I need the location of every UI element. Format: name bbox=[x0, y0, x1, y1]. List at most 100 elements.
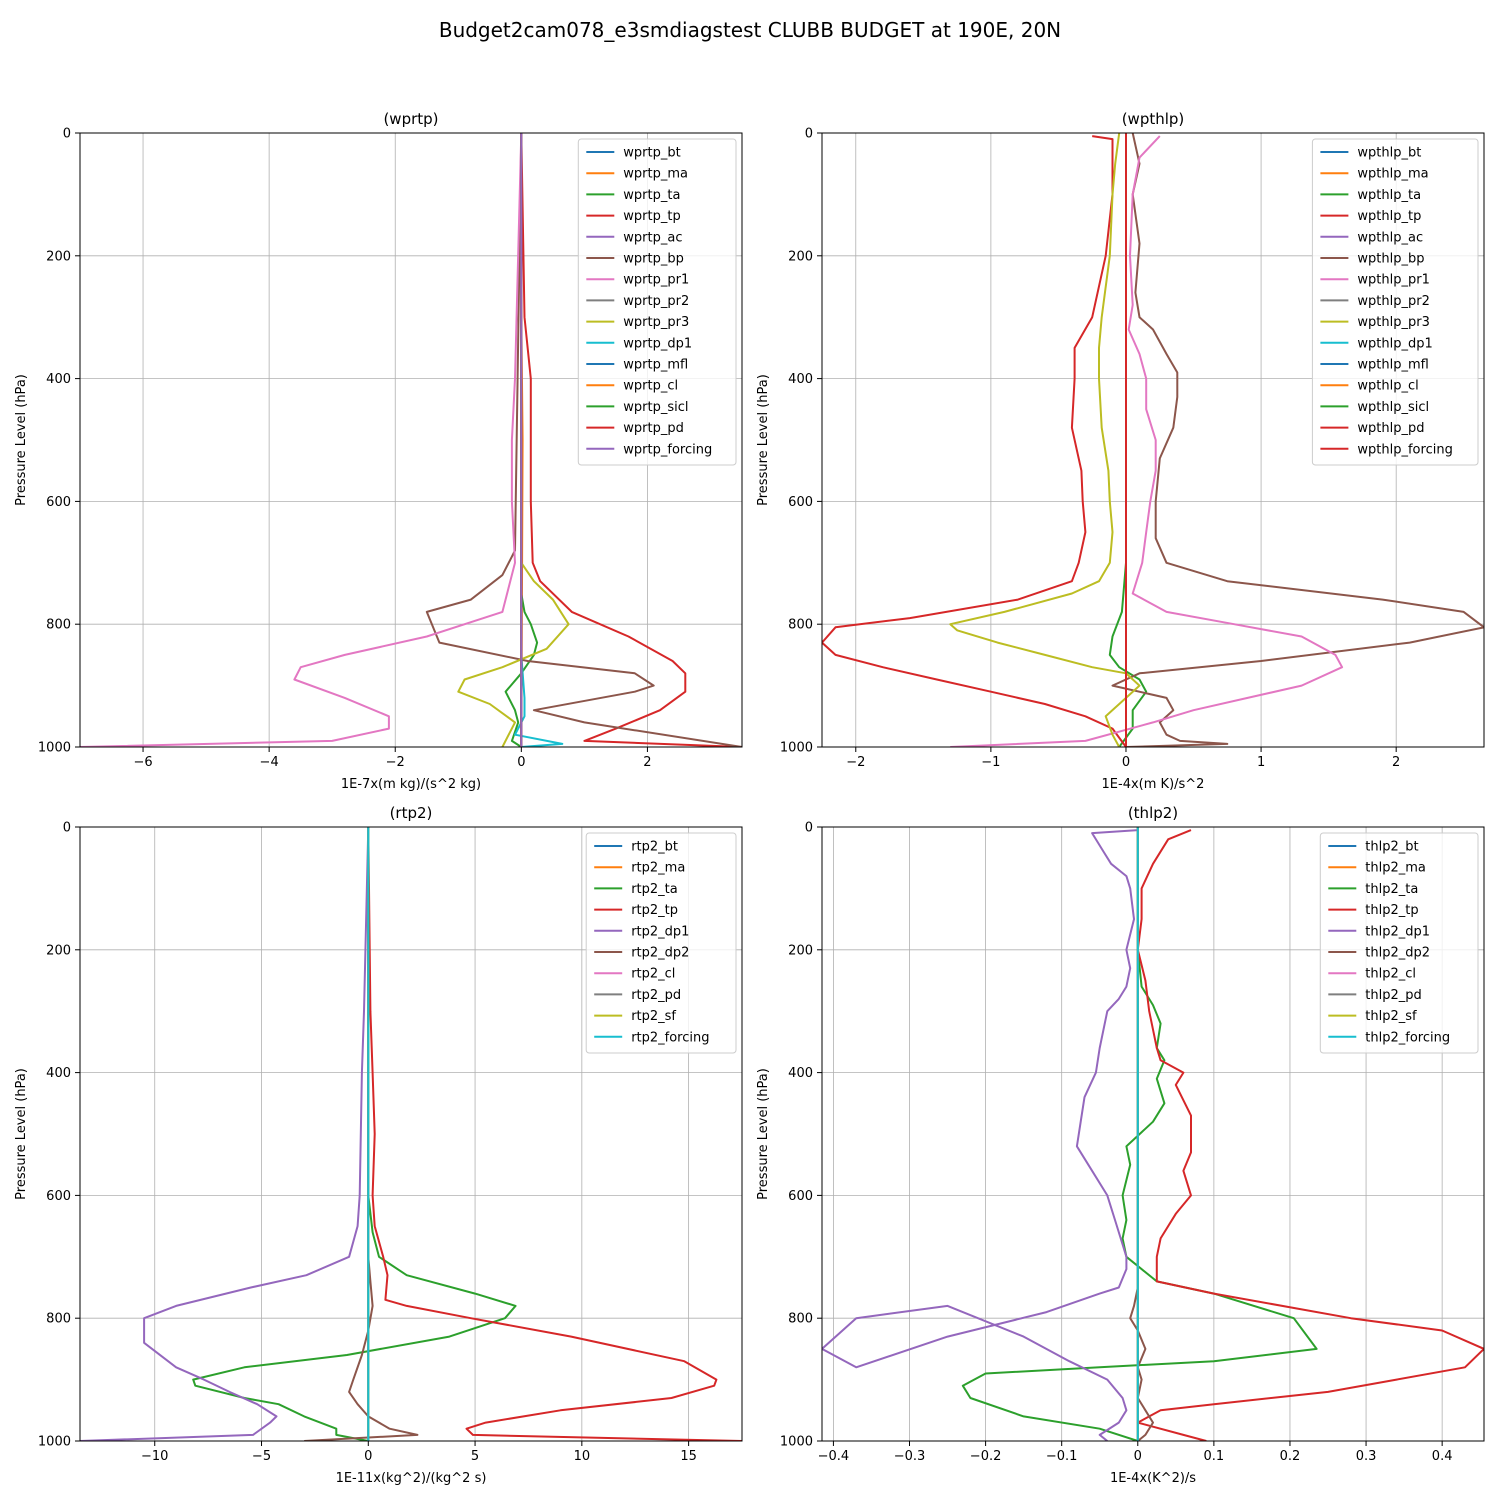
series-line-wprtp_ta bbox=[504, 133, 539, 747]
y-tick-label: 800 bbox=[788, 1312, 813, 1327]
legend-entry: wprtp_mfl bbox=[623, 358, 688, 373]
legend-entry: thlp2_dp2 bbox=[1365, 946, 1430, 961]
x-tick-label: 10 bbox=[574, 1449, 591, 1464]
chart-panel-4: −0.4 −0.3 −0.2 −0.1 0 0.1 0.2 0.3 0.4 0 200 400 600 8… bbox=[756, 804, 1485, 1486]
series-line-thlp2_ta bbox=[961, 827, 1318, 1441]
legend-entry: wprtp_pd bbox=[623, 421, 684, 436]
y-axis-label: Pressure Level (hPa) bbox=[14, 374, 29, 506]
y-tick-label: 600 bbox=[788, 495, 813, 510]
legend-entry: rtp2_dp2 bbox=[631, 946, 689, 961]
y-axis-label: Pressure Level (hPa) bbox=[756, 374, 771, 506]
legend-entry: wprtp_cl bbox=[623, 379, 678, 394]
y-tick-label: 400 bbox=[788, 1066, 813, 1081]
figure-title: Budget2cam078_e3smdiagstest CLUBB BUDGET… bbox=[439, 18, 1061, 42]
y-tick-label: 0 bbox=[805, 821, 813, 836]
y-tick-label: 0 bbox=[63, 821, 71, 836]
legend-entry: wprtp_pr1 bbox=[623, 273, 689, 288]
y-tick-label: 1000 bbox=[38, 1435, 71, 1450]
legend-entry: wpthlp_tp bbox=[1357, 209, 1421, 224]
x-axis-label: 1E-11x(kg^2)/(kg^2 s) bbox=[336, 1471, 487, 1486]
series-line-rtp2_dp1 bbox=[80, 827, 370, 1441]
x-tick-label: 15 bbox=[680, 1449, 697, 1464]
legend-entry: wpthlp_pr3 bbox=[1357, 315, 1429, 330]
legend-entry: thlp2_pd bbox=[1365, 988, 1421, 1003]
y-tick-label: 400 bbox=[788, 372, 813, 387]
legend-box bbox=[577, 138, 737, 466]
legend-entry: wpthlp_ta bbox=[1357, 188, 1421, 203]
chart-panel-2: −2 −1 0 1 2 0 200 400 600 800 1000 (wpthlp) 1E-4x(m … bbox=[756, 110, 1485, 792]
x-tick-label: 0 bbox=[364, 1449, 372, 1464]
series-line-thlp2_tp bbox=[1136, 829, 1484, 1441]
legend-entry: wpthlp_pd bbox=[1357, 421, 1424, 436]
x-tick-label: 0.4 bbox=[1432, 1449, 1453, 1464]
x-tick-label: 1 bbox=[1257, 755, 1265, 770]
legend-entry: wprtp_pr3 bbox=[623, 315, 689, 330]
legend-entry: rtp2_dp1 bbox=[631, 924, 689, 939]
legend-entry: rtp2_forcing bbox=[631, 1030, 709, 1045]
legend-entry: thlp2_dp1 bbox=[1365, 924, 1430, 939]
x-tick-label: 0.1 bbox=[1204, 1449, 1225, 1464]
legend-entry: wprtp_bt bbox=[623, 146, 680, 161]
x-tick-label: 0 bbox=[1134, 1449, 1142, 1464]
x-tick-label: 0 bbox=[517, 755, 525, 770]
y-tick-label: 200 bbox=[788, 249, 813, 264]
legend-entry: rtp2_pd bbox=[631, 988, 681, 1003]
y-tick-label: 1000 bbox=[38, 741, 71, 756]
panel-title: (thlp2) bbox=[1128, 804, 1178, 822]
series-group bbox=[822, 133, 1484, 747]
legend-entry: wprtp_forcing bbox=[623, 442, 712, 457]
legend-entry: wprtp_ma bbox=[623, 167, 688, 182]
x-axis-label: 1E-4x(K^2)/s bbox=[1110, 1471, 1196, 1486]
series-line-wprtp_pr3 bbox=[457, 133, 570, 747]
series-line-wpthlp_pr1 bbox=[950, 135, 1344, 747]
legend-entry: wpthlp_pr2 bbox=[1357, 294, 1429, 309]
series-line-wpthlp_bp bbox=[1111, 133, 1484, 747]
legend-entry: thlp2_sf bbox=[1365, 1009, 1417, 1024]
x-axis-label: 1E-4x(m K)/s^2 bbox=[1102, 777, 1205, 792]
x-tick-label: −0.4 bbox=[818, 1449, 850, 1464]
legend: wpthlp_bt wpthlp_ma wpthlp_ta wpthlp_tpwpth… bbox=[1311, 138, 1479, 466]
x-tick-label: 0.2 bbox=[1280, 1449, 1301, 1464]
plot-frame bbox=[821, 132, 1485, 748]
y-axis-label: Pressure Level (hPa) bbox=[14, 1068, 29, 1200]
x-tick-label: 5 bbox=[471, 1449, 479, 1464]
x-tick-label: −5 bbox=[252, 1449, 271, 1464]
y-tick-label: 400 bbox=[46, 1066, 71, 1081]
legend: wprtp_bt wprtp_ma wprtp_ta wprtp_tp wprtp_ac… bbox=[577, 138, 737, 466]
legend-entry: thlp2_bt bbox=[1365, 840, 1418, 855]
panel-title: (wpthlp) bbox=[1122, 110, 1185, 128]
legend-entry: wprtp_sicl bbox=[623, 400, 688, 415]
legend-box bbox=[585, 832, 737, 1054]
legend-entry: wprtp_bp bbox=[623, 252, 684, 267]
series-line-rtp2_dp2 bbox=[304, 827, 419, 1441]
series-line-wprtp_tp bbox=[520, 133, 742, 747]
legend-entry: wprtp_ac bbox=[623, 230, 682, 245]
x-tick-label: −1 bbox=[981, 755, 1000, 770]
legend-entry: rtp2_ma bbox=[631, 861, 685, 876]
legend-entry: wprtp_ta bbox=[623, 188, 680, 203]
legend-entry: rtp2_ta bbox=[631, 882, 678, 897]
chart-panel-1: −6 −4 −2 0 2 0 200 400 600 800 1000 (wprtp) 1E-7x(m … bbox=[14, 110, 743, 792]
x-tick-label: −10 bbox=[141, 1449, 168, 1464]
legend-entry: wpthlp_pr1 bbox=[1357, 273, 1429, 288]
legend-entry: rtp2_sf bbox=[631, 1009, 676, 1024]
series-line-wpthlp_pr3 bbox=[949, 133, 1141, 747]
legend-box bbox=[1319, 832, 1479, 1054]
y-tick-label: 600 bbox=[46, 495, 71, 510]
legend-entry: rtp2_cl bbox=[631, 967, 675, 982]
y-tick-label: 0 bbox=[805, 127, 813, 142]
series-line-rtp2_ta bbox=[192, 827, 517, 1441]
y-tick-label: 800 bbox=[46, 1312, 71, 1327]
legend-box bbox=[1311, 138, 1479, 466]
legend-entry: thlp2_tp bbox=[1365, 903, 1418, 918]
x-tick-label: −4 bbox=[260, 755, 279, 770]
series-group bbox=[822, 827, 1484, 1441]
x-tick-label: −2 bbox=[386, 755, 405, 770]
legend-entry: wpthlp_mfl bbox=[1357, 358, 1428, 373]
x-tick-label: 2 bbox=[643, 755, 651, 770]
series-line-rtp2_tp bbox=[367, 827, 742, 1441]
legend: rtp2_bt rtp2_ma rtp2_ta rtp2_tp rtp2_dp1 rtp2… bbox=[585, 832, 737, 1054]
legend-entry: wprtp_dp1 bbox=[623, 336, 692, 351]
x-tick-label: −2 bbox=[846, 755, 865, 770]
series-line-wpthlp_ta bbox=[1108, 133, 1148, 747]
